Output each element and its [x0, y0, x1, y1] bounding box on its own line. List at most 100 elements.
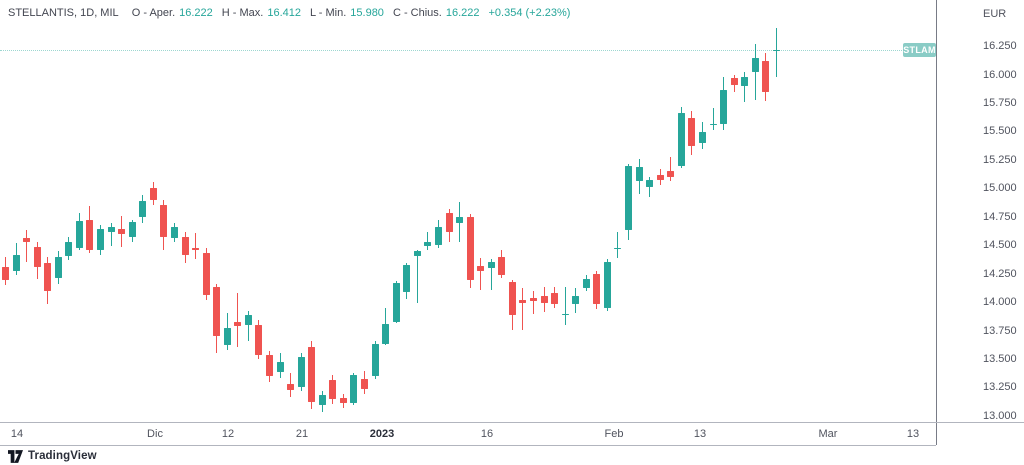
- ohlc-label-3: C - Chius.: [392, 7, 442, 19]
- candle-body: [751, 58, 759, 72]
- candle-wick: [775, 28, 777, 78]
- price-tick-label: 13.000: [983, 409, 1017, 422]
- ohlc-label-0: O - Aper.: [131, 7, 176, 19]
- candle-body: [2, 267, 9, 280]
- candle-body: [118, 228, 126, 235]
- candle-body: [413, 251, 421, 256]
- candle-wick: [480, 258, 482, 291]
- candle-body: [170, 227, 178, 238]
- price-tick-label: 15.000: [983, 182, 1017, 195]
- candle-body: [667, 170, 675, 178]
- candle-body: [614, 247, 622, 250]
- candle-body: [603, 261, 611, 309]
- candle-body: [202, 252, 210, 295]
- candle-body: [762, 61, 770, 93]
- candle-body: [244, 315, 252, 326]
- candle-body: [403, 265, 411, 293]
- time-tick-label: 12: [221, 428, 235, 440]
- candle-body: [54, 257, 62, 278]
- candle-body: [487, 261, 495, 269]
- price-tick-label: 13.250: [983, 381, 1017, 394]
- price-axis[interactable]: EUR STLAM 16.250 16.000 15.750 15.500 15.250…: [903, 0, 1024, 445]
- price-tick-label: 15.750: [983, 97, 1017, 109]
- time-axis-bottom-border: [0, 445, 936, 446]
- candle-wick: [649, 177, 651, 197]
- ohlc-label-1: H - Max.: [221, 7, 264, 19]
- candle-body: [255, 325, 263, 355]
- candle-body: [213, 286, 221, 336]
- time-tick-label: 13: [693, 428, 707, 440]
- ohlc-label-2: L - Min.: [310, 7, 347, 19]
- candle-body: [297, 357, 305, 387]
- candle-body: [97, 228, 105, 251]
- ohlc-value-2: 15.980: [350, 7, 384, 19]
- candle-body: [688, 118, 696, 146]
- candle-body: [519, 300, 527, 303]
- candle-body: [709, 123, 717, 126]
- candle-body: [33, 246, 41, 268]
- candle-body: [371, 343, 379, 377]
- candle-body: [44, 262, 52, 292]
- candle-body: [477, 266, 485, 271]
- candle-body: [192, 247, 200, 251]
- candle-body: [23, 237, 31, 243]
- candle-body: [656, 175, 664, 180]
- candle-body: [646, 179, 654, 187]
- candle-wick: [617, 232, 619, 259]
- price-tick-label: 13.750: [983, 324, 1017, 337]
- time-axis[interactable]: 14 Dic 12 21 2023 16 Feb 13 Mar 13: [0, 422, 1024, 446]
- candle-body: [12, 254, 20, 271]
- candle-wick: [427, 232, 429, 251]
- candle-body: [65, 242, 73, 256]
- price-tick-label: 14.750: [983, 210, 1017, 223]
- candle-wick: [712, 108, 714, 130]
- candle-wick: [490, 259, 492, 291]
- price-tick-label: 15.250: [983, 153, 1017, 166]
- candle-body: [677, 112, 685, 167]
- tradingview-watermark[interactable]: TradingView: [8, 449, 97, 463]
- symbol-title[interactable]: STELLANTIS, 1D, MIL: [8, 7, 119, 19]
- price-tick-label: 16.000: [983, 68, 1017, 81]
- candle-body: [318, 394, 326, 405]
- candle-wick: [670, 156, 672, 181]
- candle-body: [424, 242, 432, 246]
- symbol-price-badge: STLAM: [903, 42, 936, 57]
- candle-wick: [533, 291, 534, 314]
- time-tick-label: 2023: [369, 428, 395, 440]
- candle-body: [149, 187, 157, 201]
- candle-body: [266, 354, 273, 377]
- candle-body: [234, 321, 242, 327]
- candle-body: [223, 327, 231, 345]
- candle-body: [86, 219, 94, 251]
- time-tick-label: 21: [295, 428, 309, 440]
- candle-body: [75, 220, 83, 248]
- time-tick-label: Mar: [818, 428, 838, 440]
- candle-body: [361, 378, 369, 389]
- candle-body: [382, 324, 390, 344]
- candle-body: [625, 166, 633, 230]
- candle-body: [698, 131, 706, 144]
- candle-wick: [754, 44, 756, 101]
- candle-body: [329, 379, 337, 400]
- candle-wick: [247, 310, 249, 342]
- candle-wick: [416, 250, 418, 303]
- candle-body: [741, 77, 749, 87]
- time-tick-label: 14: [10, 428, 24, 440]
- symbol-legend[interactable]: STELLANTIS, 1D, MIL O - Aper. 16.222 H - M…: [8, 7, 574, 21]
- candle-wick: [744, 71, 746, 103]
- ohlc-value-0: 16.222: [179, 7, 213, 19]
- candlestick-plot[interactable]: [0, 0, 936, 422]
- time-tick-label: Dic: [147, 428, 163, 440]
- candle-body: [772, 49, 780, 52]
- price-tick-label: 14.500: [983, 239, 1017, 252]
- last-price-dotted-line: [0, 49, 936, 51]
- candle-body: [287, 384, 295, 391]
- price-tick-label: 13.500: [983, 352, 1017, 365]
- candle-body: [139, 201, 147, 218]
- candle-body: [593, 274, 601, 304]
- candle-body: [635, 167, 643, 181]
- time-tick-label: 16: [480, 428, 494, 440]
- price-tick-label: 16.250: [983, 40, 1017, 53]
- candle-body: [530, 298, 537, 302]
